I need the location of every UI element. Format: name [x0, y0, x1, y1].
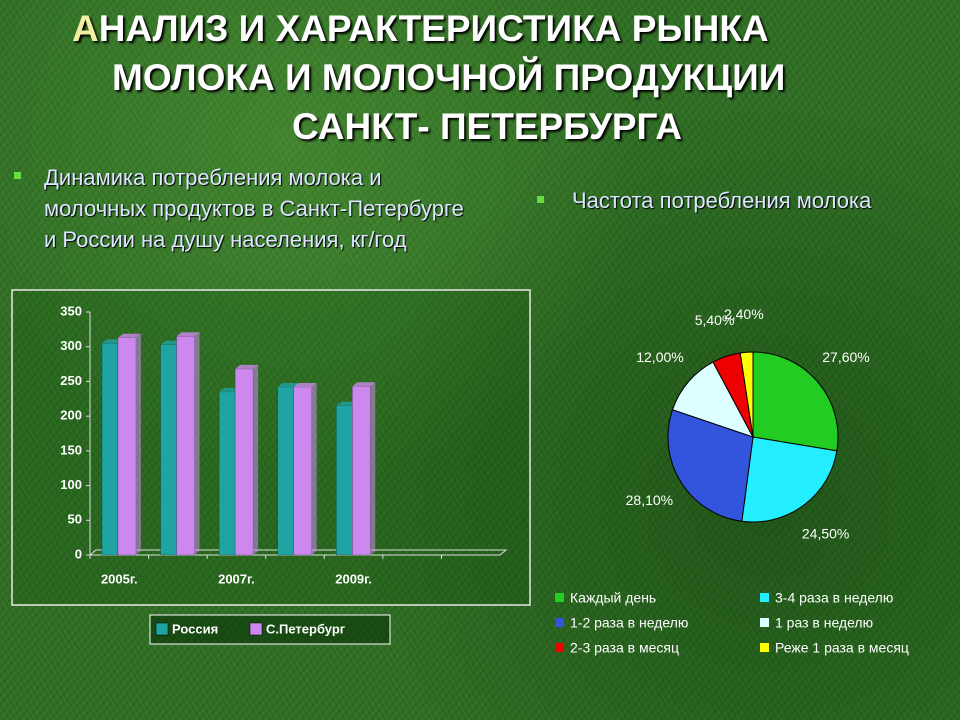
bar-legend-frame [149, 614, 391, 645]
legend-label: 1 раз в неделю [775, 615, 873, 631]
legend-swatch [555, 618, 564, 627]
bar-top [176, 332, 200, 337]
pie-slice [671, 361, 755, 438]
legend-swatch [760, 643, 769, 652]
y-tick-label: 300 [60, 338, 82, 353]
bar-top [160, 340, 182, 345]
legend-label: Каждый день [570, 590, 656, 606]
x-tick-label: 2007г. [218, 571, 255, 586]
bar-top [277, 382, 299, 387]
legend-label: 1-2 раза в неделю [570, 615, 688, 631]
title-line: АНАЛИЗ И ХАРАКТЕРИСТИКА РЫНКА [72, 8, 769, 49]
y-tick-label: 150 [60, 442, 82, 457]
legend-label: Реже 1 раза в месяц [775, 640, 909, 656]
legend-swatch [249, 622, 263, 636]
bar-chart-title: Динамика потребления молока и молочных п… [44, 165, 464, 252]
bar-side [253, 364, 259, 555]
bar [176, 336, 195, 556]
legend-label: 2-3 раза в месяц [570, 640, 679, 656]
bar [117, 337, 137, 556]
pie-value-label: 27,60% [822, 349, 869, 365]
pie-chart-title: Частота потребления молока [572, 188, 872, 213]
bar [218, 391, 236, 556]
bar [293, 386, 312, 556]
y-tick-label: 50 [68, 512, 82, 527]
bar-side [194, 332, 200, 555]
bar-side [370, 382, 376, 555]
bar-side [311, 382, 317, 555]
legend-label: 3-4 раза в неделю [775, 590, 893, 606]
y-tick-label: 250 [60, 373, 82, 388]
pie-value-label: 12,00% [636, 349, 683, 365]
title-line: САНКТ- ПЕТЕРБУРГА [292, 106, 682, 147]
bar [101, 342, 119, 556]
pie-slice [739, 351, 754, 438]
bar [352, 386, 371, 556]
x-tick-label: 2009г. [335, 571, 372, 586]
legend-label: Россия [172, 621, 218, 636]
bar [336, 405, 353, 556]
bar-top [336, 401, 358, 406]
bullet [14, 172, 21, 179]
title-line: МОЛОКА И МОЛОЧНОЙ ПРОДУКЦИИ [112, 57, 786, 98]
bar-top [352, 382, 376, 387]
pie-value-label: 24,50% [802, 526, 849, 542]
y-tick-label: 350 [60, 303, 82, 318]
bar [160, 344, 177, 556]
bar-top [235, 364, 259, 369]
y-tick-label: 0 [75, 546, 82, 561]
legend-swatch [760, 593, 769, 602]
x-tick-label: 2005г. [101, 571, 138, 586]
bar-top [102, 339, 123, 344]
pie-slice [752, 351, 839, 452]
y-tick-label: 200 [60, 408, 82, 423]
legend-swatch [760, 618, 769, 627]
pie-slice [741, 436, 838, 523]
bar-top [219, 387, 241, 392]
bar-top [293, 382, 317, 387]
pie-value-label: 28,10% [626, 492, 673, 508]
pie-slice [667, 409, 754, 522]
legend-swatch [555, 593, 564, 602]
bar-side [136, 333, 141, 555]
legend-label: С.Петербург [266, 621, 346, 636]
pie-value-label: 5,40% [695, 312, 735, 328]
bar-chart-frame [11, 289, 531, 606]
y-tick-label: 100 [60, 477, 82, 492]
pie-value-label: 2,40% [724, 306, 764, 322]
bullet [537, 196, 544, 203]
legend-swatch [155, 622, 169, 636]
legend-swatch [555, 643, 564, 652]
bar [277, 386, 294, 556]
bar [234, 368, 254, 556]
bar-top [118, 333, 141, 338]
